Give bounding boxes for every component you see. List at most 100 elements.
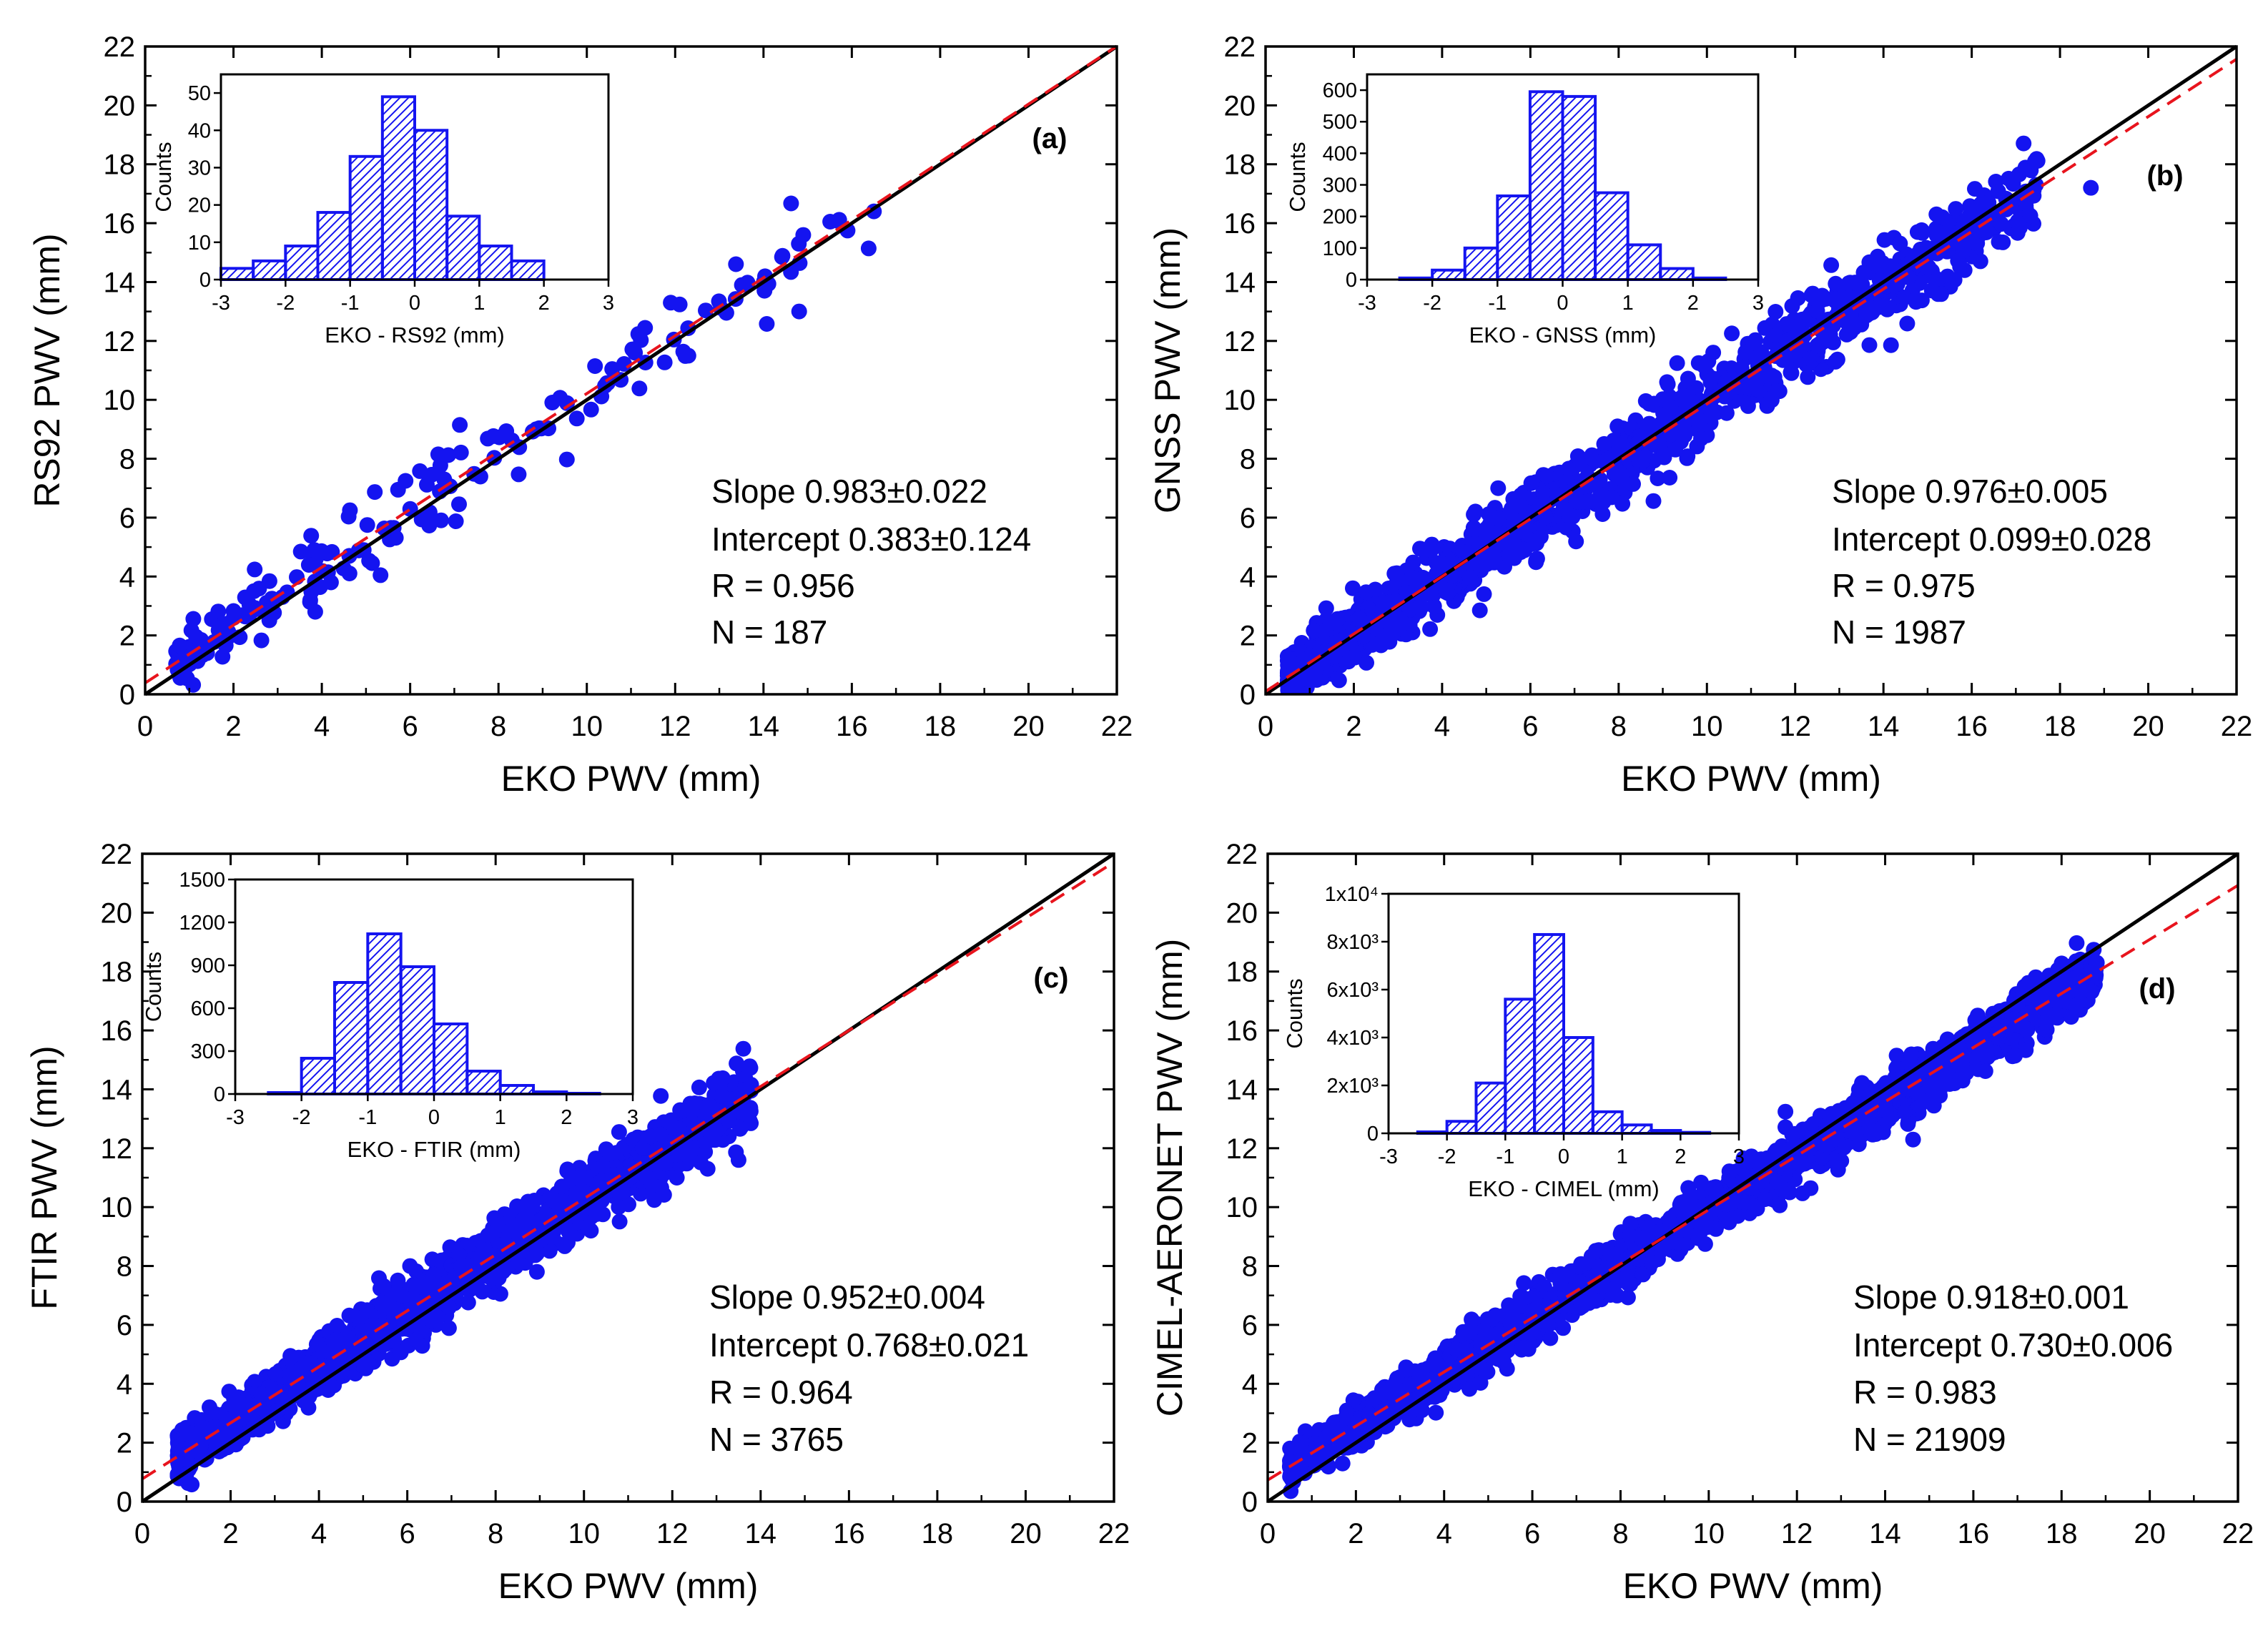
scatter-point — [1861, 337, 1878, 353]
scatter-point — [1502, 543, 1519, 560]
x-tick-label: 0 — [1258, 711, 1273, 742]
scatter-point — [213, 617, 230, 634]
y-axis-title: FTIR PWV (mm) — [24, 1045, 64, 1309]
y-tick-label: 8 — [1240, 444, 1256, 475]
inset-x-title: EKO - RS92 (mm) — [325, 322, 504, 348]
scatter-point — [172, 637, 188, 654]
y-tick-label: 4 — [119, 561, 135, 593]
scatter-point — [1939, 268, 1956, 285]
scatter-point — [1969, 235, 1986, 252]
inset-y-title: Counts — [151, 142, 176, 212]
scatter-point — [1528, 554, 1544, 571]
scatter-point — [831, 212, 847, 228]
scatter-point — [1594, 506, 1611, 522]
x-tick-label: 14 — [1868, 711, 1900, 742]
y-tick-label: 10 — [1224, 385, 1256, 416]
inset-y-tick-label: 100 — [1323, 237, 1357, 260]
scatter-point — [1693, 430, 1709, 447]
y-tick-label: 12 — [104, 326, 136, 358]
scatter-point — [528, 421, 545, 438]
hist-bar — [433, 1022, 469, 1095]
scatter-point — [663, 295, 679, 311]
scatter-point — [1655, 391, 1671, 408]
inset-x-tick-label: -2 — [1423, 292, 1441, 315]
y-tick-label: 18 — [101, 957, 133, 988]
inset-x-tick-label: 1 — [473, 292, 485, 315]
inset-x-tick-label: -1 — [341, 292, 360, 315]
scatter-point — [528, 1263, 545, 1280]
scatter-point — [2083, 179, 2099, 196]
hist-bar — [366, 932, 403, 1095]
inset-y-tick-label: 0 — [199, 269, 211, 292]
scatter-point — [1892, 235, 1908, 252]
scatter-point — [340, 1330, 357, 1346]
scatter-point — [1871, 272, 1888, 288]
x-tick-label: 22 — [1098, 1518, 1130, 1549]
scatter-point — [251, 581, 267, 597]
hist-bar — [1463, 246, 1499, 282]
y-tick-label: 0 — [119, 679, 135, 711]
x-tick-label: 6 — [403, 711, 418, 742]
scatter-point — [1529, 535, 1544, 551]
scatter-point — [706, 1125, 723, 1142]
scatter-point — [192, 1438, 209, 1454]
scatter-point — [419, 476, 435, 493]
y-tick-label: 2 — [119, 621, 135, 652]
scatter-point — [1667, 441, 1684, 458]
panel-label: (a) — [1032, 123, 1068, 154]
scatter-point — [356, 1357, 373, 1374]
y-tick-label: 2 — [117, 1428, 132, 1459]
scatter-point — [1614, 467, 1630, 483]
x-tick-label: 14 — [745, 1518, 777, 1549]
scatter-point — [1422, 621, 1439, 637]
scatter-point — [1928, 206, 1945, 222]
fit-line — [1264, 57, 2238, 693]
scatter-point — [247, 561, 263, 578]
scatter-point — [267, 1366, 284, 1382]
scatter-point — [558, 451, 575, 468]
scatter-point — [699, 1161, 716, 1177]
scatter-point — [2069, 935, 2085, 951]
inset-y-tick-label: 10 — [188, 232, 211, 255]
inset-x-tick-label: 0 — [409, 292, 420, 315]
y-tick-label: 2 — [1240, 621, 1256, 652]
x-tick-label: 22 — [2221, 711, 2253, 742]
scatter-point — [1972, 253, 1988, 270]
scatter-point — [1491, 510, 1507, 526]
inset-x-tick-label: 2 — [538, 292, 550, 315]
scatter-point — [460, 1294, 476, 1311]
scatter-point — [601, 1145, 618, 1162]
panel-b: 0 2 4 6 8 10 12 14 16 18 20 220246810121416182022EK… — [1148, 31, 2252, 799]
hist-bar — [445, 215, 481, 282]
x-tick-label: 4 — [311, 1518, 327, 1549]
scatter-point — [421, 518, 438, 533]
y-tick-label: 4 — [117, 1369, 132, 1400]
scatter-point — [1476, 586, 1492, 602]
scatter-point — [528, 1246, 545, 1262]
stat-slope: Slope 0.952±0.004 — [709, 1278, 985, 1316]
scatter-point — [253, 1386, 270, 1403]
scatter-point — [739, 275, 756, 291]
hist-bar — [465, 1070, 502, 1095]
x-tick-label: 2 — [1346, 711, 1361, 742]
scatter-point — [1963, 201, 1980, 217]
scatter-point — [516, 1215, 533, 1231]
scatter-point — [1680, 370, 1696, 387]
scatter-point — [1933, 286, 1949, 302]
scatter-point — [791, 303, 807, 320]
scatter-point — [646, 1192, 663, 1208]
scatter-point — [253, 632, 270, 649]
scatter-point — [561, 1223, 578, 1239]
x-tick-label: 0 — [134, 1518, 150, 1549]
identity-line — [144, 44, 1118, 696]
stat-intercept: Intercept 0.383±0.124 — [711, 521, 1031, 558]
scatter-point — [1662, 470, 1678, 486]
scatter-point — [1778, 1103, 1794, 1120]
scatter-series — [1279, 135, 2099, 694]
scatter-point — [631, 380, 648, 397]
stat-r: R = 0.956 — [711, 567, 855, 604]
y-tick-label: 4 — [1240, 561, 1256, 593]
scatter-point — [1609, 418, 1626, 435]
